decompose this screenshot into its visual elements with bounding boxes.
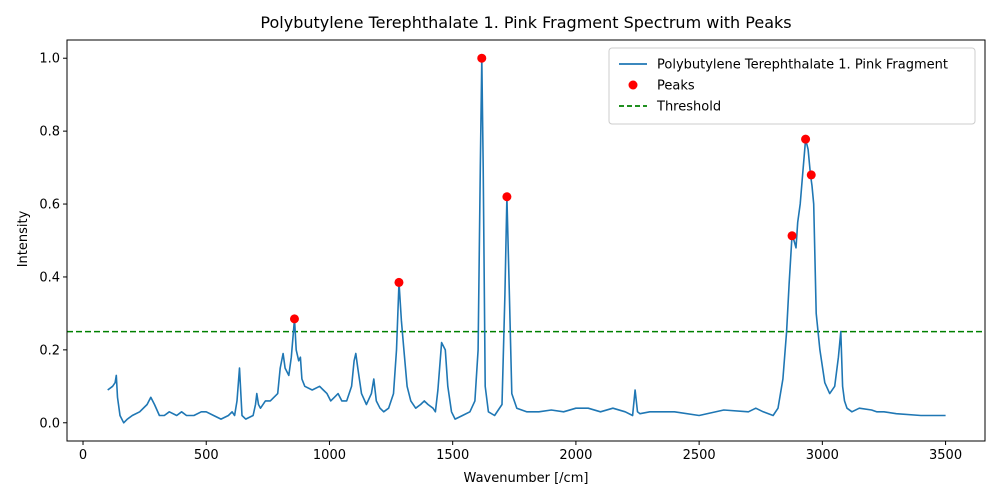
x-tick-label: 1000 bbox=[313, 448, 346, 463]
plot-area bbox=[67, 53, 985, 424]
legend-entry-label: Peaks bbox=[657, 79, 695, 94]
chart-title: Polybutylene Terephthalate 1. Pink Fragm… bbox=[260, 13, 791, 32]
legend-box bbox=[608, 47, 976, 125]
legend-entry-label: Polybutylene Terephthalate 1. Pink Fragm… bbox=[657, 58, 948, 73]
spectrum-line bbox=[107, 57, 946, 424]
plot-frame bbox=[66, 39, 986, 442]
y-tick-label: 0.0 bbox=[39, 416, 60, 431]
y-tick-label: 1.0 bbox=[39, 52, 60, 67]
x-tick-label: 2500 bbox=[683, 448, 716, 463]
y-tick-label: 0.2 bbox=[39, 343, 60, 358]
legend: Polybutylene Terephthalate 1. Pink Fragm… bbox=[608, 47, 976, 125]
peak-marker bbox=[394, 277, 404, 287]
plot-content bbox=[67, 53, 985, 424]
x-tick-label: 1500 bbox=[436, 448, 469, 463]
y-axis-label: Intensity bbox=[16, 210, 31, 267]
y-tick-label: 0.8 bbox=[39, 125, 60, 140]
y-tick-label: 0.6 bbox=[39, 198, 60, 213]
y-tick-label: 0.4 bbox=[39, 270, 60, 285]
legend-entry-label: Threshold bbox=[656, 100, 721, 115]
peak-marker bbox=[801, 134, 811, 144]
x-tick-label: 3000 bbox=[806, 448, 839, 463]
x-tick-label: 0 bbox=[79, 448, 87, 463]
x-tick-label: 500 bbox=[194, 448, 219, 463]
peak-marker bbox=[289, 314, 299, 324]
peak-marker bbox=[502, 192, 512, 202]
x-tick-label: 3500 bbox=[929, 448, 962, 463]
x-tick-label: 2000 bbox=[559, 448, 592, 463]
axes: 0 500 1000 1500 2000 2500 3000 3500 0.0 0.2 0.4 0.6… bbox=[39, 39, 986, 463]
peak-marker bbox=[787, 231, 797, 241]
peak-marker bbox=[477, 53, 487, 63]
legend-peak-swatch bbox=[628, 80, 638, 90]
x-axis-label: Wavenumber [/cm] bbox=[464, 471, 589, 486]
peak-marker bbox=[806, 170, 816, 180]
